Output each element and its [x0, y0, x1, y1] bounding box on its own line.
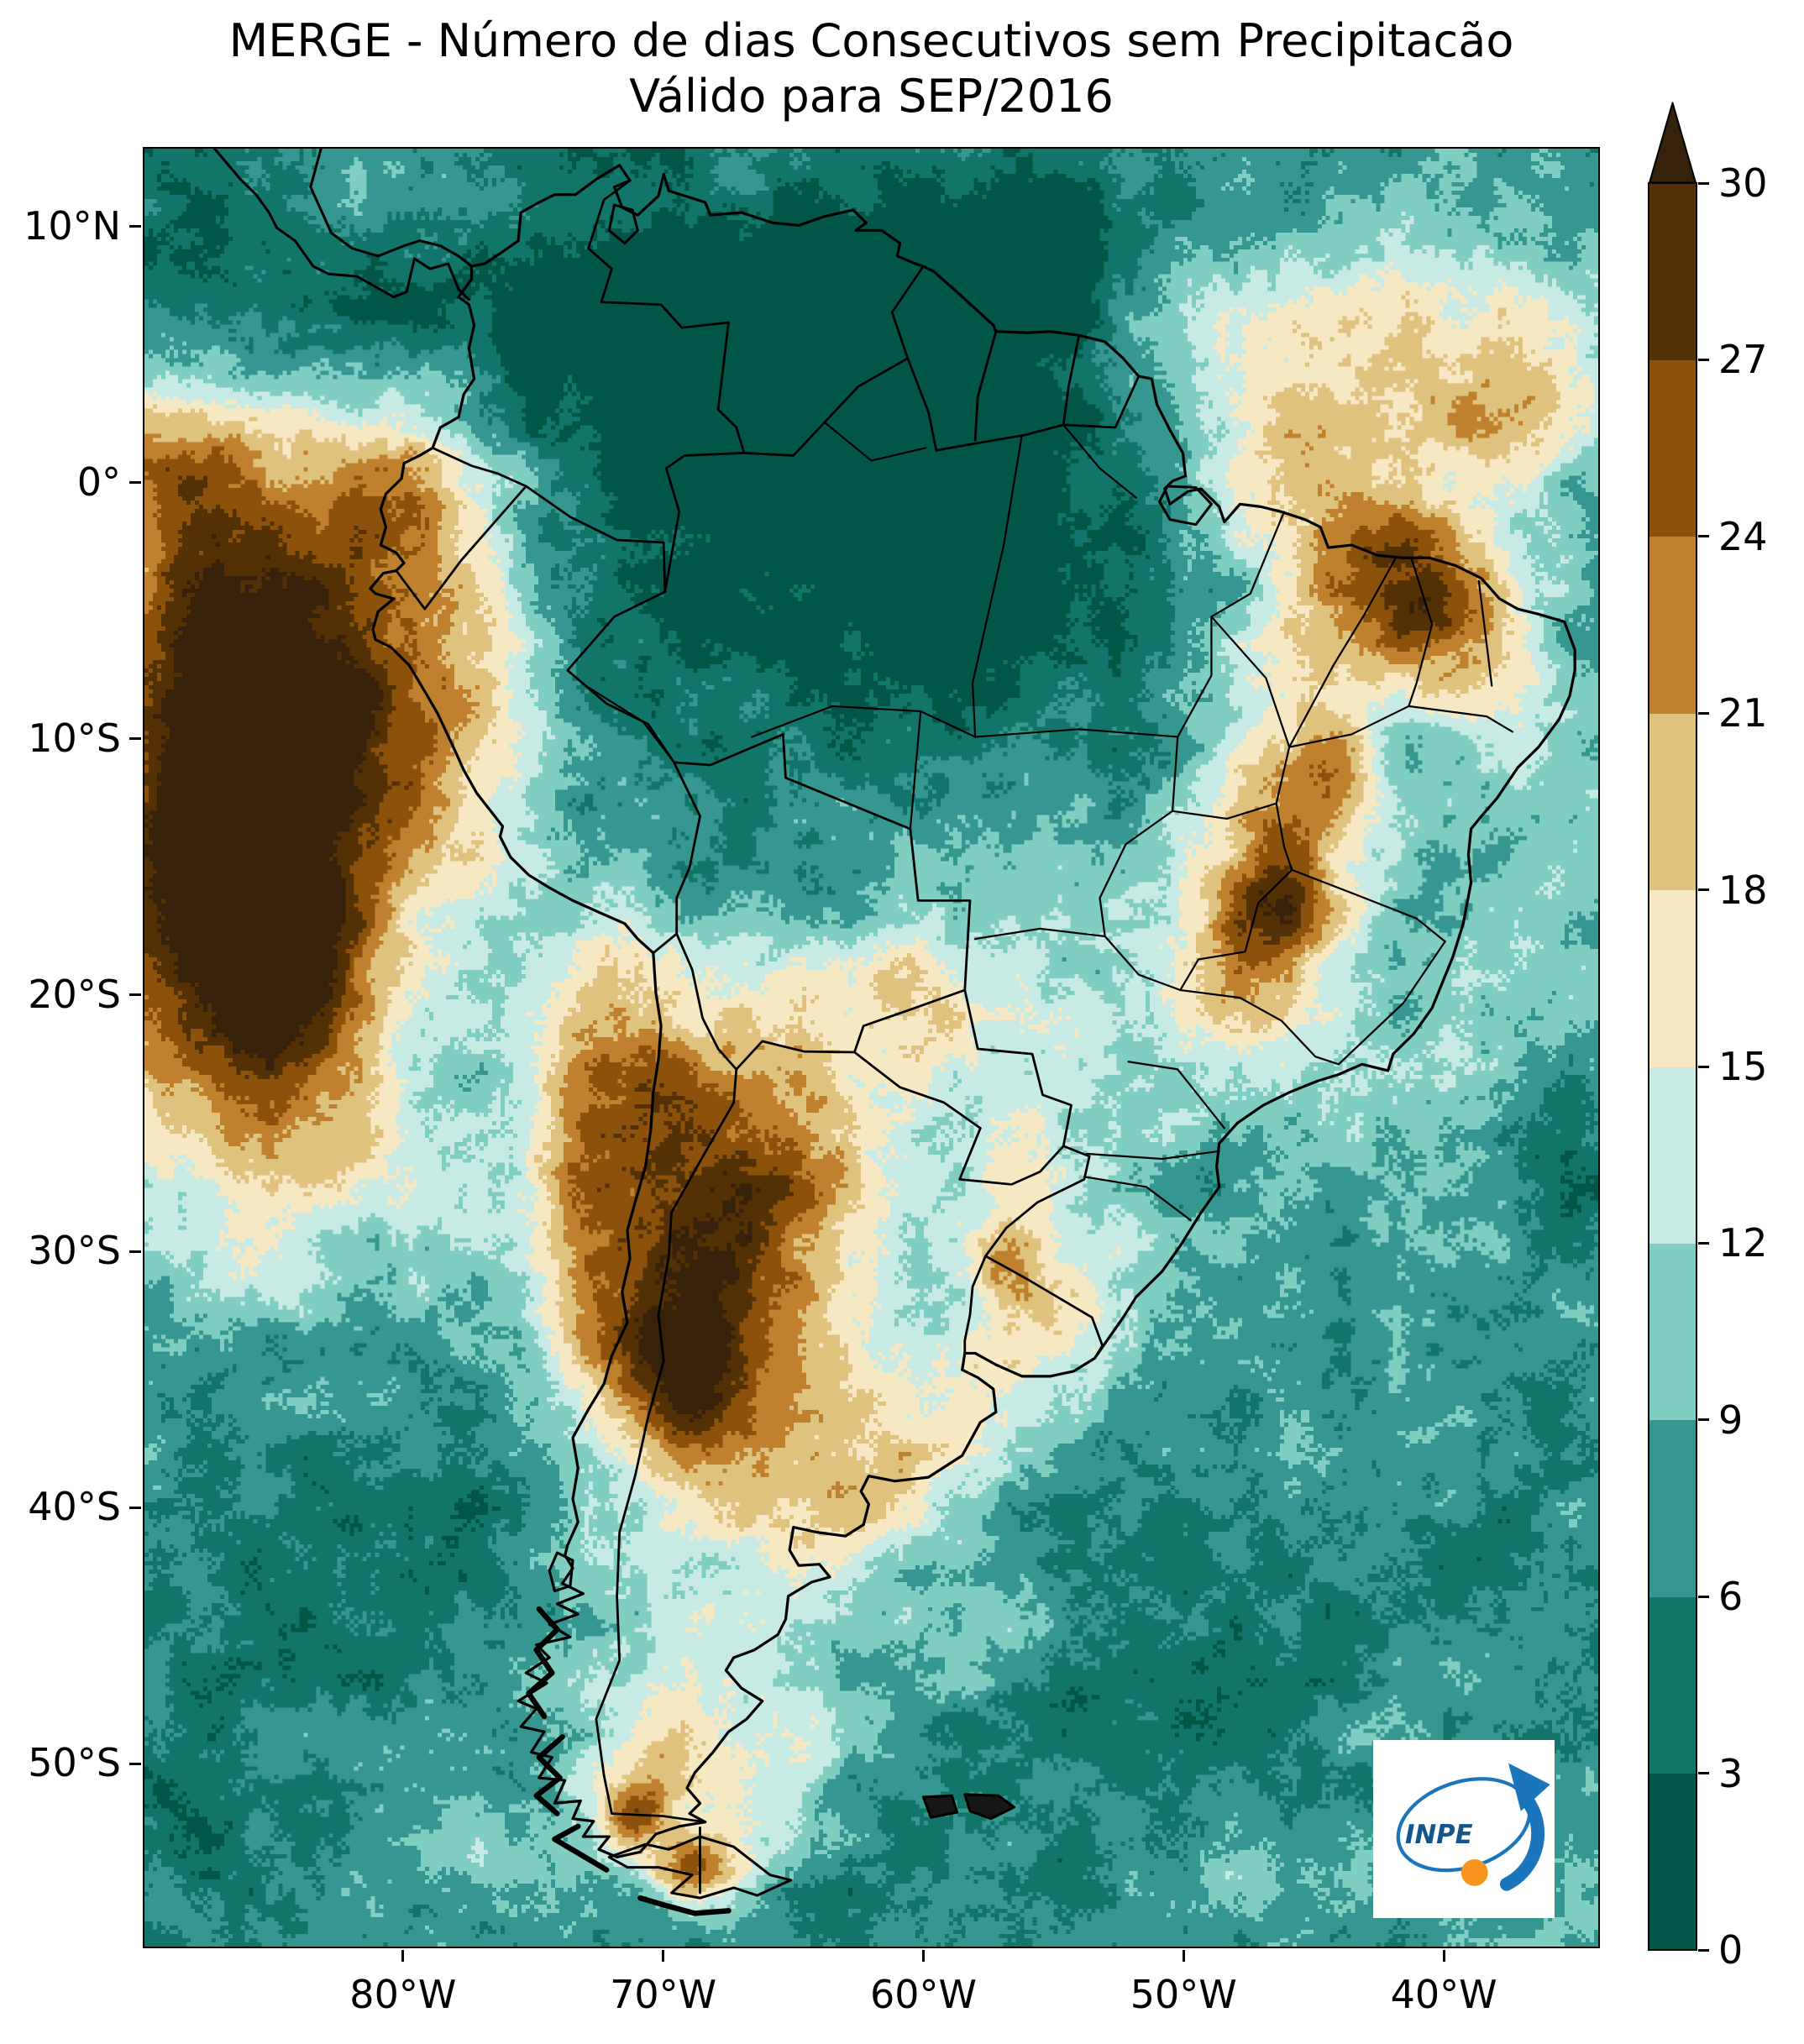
colorbar-tick-mark: [1698, 711, 1709, 715]
colorbar-tick-mark: [1698, 888, 1709, 892]
y-tick-mark: [129, 1762, 141, 1765]
y-tick-mark: [129, 1506, 141, 1509]
colorbar-tick-label: 15: [1718, 1044, 1768, 1089]
x-tick-label: 40°W: [1390, 1972, 1497, 2017]
colorbar-segment: [1649, 183, 1696, 360]
colorbar-tick-label: 6: [1718, 1574, 1744, 1620]
chart-title-line1: MERGE - Número de dias Consecutivos sem …: [228, 14, 1514, 67]
y-tick-label: 40°S: [28, 1484, 121, 1530]
x-tick-mark: [401, 1950, 405, 1962]
y-tick-label: 20°S: [28, 971, 121, 1017]
x-tick-mark: [921, 1950, 925, 1962]
x-tick-label: 70°W: [610, 1972, 717, 2017]
colorbar-segment: [1649, 713, 1696, 891]
chart-title: MERGE - Número de dias Consecutivos sem …: [143, 13, 1600, 124]
logo-text: INPE: [1405, 1820, 1473, 1850]
colorbar-segment: [1649, 536, 1696, 714]
colorbar-tick-mark: [1698, 1595, 1709, 1598]
colorbar-segment: [1649, 1419, 1696, 1597]
logo-arrowhead-icon: [1508, 1763, 1550, 1811]
y-tick-label: 10°N: [24, 202, 121, 249]
colorbar-segment: [1649, 889, 1696, 1067]
x-tick-label: 60°W: [869, 1972, 977, 2017]
colorbar-tick-label: 24: [1718, 513, 1768, 559]
colorbar-tick-label: 30: [1718, 160, 1768, 206]
inpe-logo: INPE: [1373, 1740, 1555, 1918]
y-tick-mark: [129, 481, 141, 485]
y-tick-mark: [129, 737, 141, 741]
x-tick-mark: [662, 1950, 665, 1962]
x-tick-mark: [1182, 1950, 1185, 1962]
y-tick-mark: [129, 225, 141, 228]
colorbar-segment: [1649, 1596, 1696, 1774]
colorbar-tick-mark: [1698, 535, 1709, 538]
colorbar-tick-mark: [1698, 1241, 1709, 1245]
y-tick-mark: [129, 1250, 141, 1253]
y-tick-label: 50°S: [28, 1740, 121, 1786]
logo-swoosh-icon: [1499, 1792, 1545, 1891]
logo-orange-dot-icon: [1461, 1859, 1488, 1886]
precipitation-field-canvas: [144, 149, 1598, 1947]
y-tick-label: 10°S: [28, 715, 121, 761]
x-tick-label: 80°W: [349, 1972, 457, 2017]
colorbar-tick-label: 12: [1718, 1220, 1768, 1266]
colorbar-segment: [1649, 1243, 1696, 1421]
colorbar-tick-label: 21: [1718, 690, 1768, 736]
inpe-logo-graphic: INPE: [1396, 1763, 1550, 1891]
y-tick-mark: [129, 993, 141, 997]
colorbar-tick-label: 3: [1718, 1750, 1744, 1796]
colorbar-tick-mark: [1698, 1772, 1709, 1775]
chart-title-line2: Válido para SEP/2016: [629, 69, 1114, 123]
colorbar-segment: [1649, 1067, 1696, 1244]
map-plot: INPE: [143, 147, 1600, 1948]
colorbar-tick-mark: [1698, 1418, 1709, 1422]
colorbar-segment: [1649, 359, 1696, 537]
colorbar-extend-arrow: [1649, 102, 1696, 184]
colorbar-tick-label: 18: [1718, 867, 1768, 913]
y-tick-label: 30°S: [28, 1227, 121, 1273]
colorbar-tick-mark: [1698, 1065, 1709, 1068]
colorbar-tick-label: 27: [1718, 337, 1768, 383]
colorbar-tick-mark: [1698, 358, 1709, 361]
colorbar-tick-label: 0: [1718, 1927, 1744, 1973]
colorbar-tick-mark: [1698, 1948, 1709, 1952]
y-tick-label: 0°: [76, 459, 121, 505]
colorbar-segment: [1649, 1773, 1696, 1951]
colorbar-tick-label: 9: [1718, 1397, 1744, 1443]
colorbar-tick-mark: [1698, 181, 1709, 185]
x-tick-label: 50°W: [1130, 1972, 1237, 2017]
x-tick-mark: [1442, 1950, 1445, 1962]
